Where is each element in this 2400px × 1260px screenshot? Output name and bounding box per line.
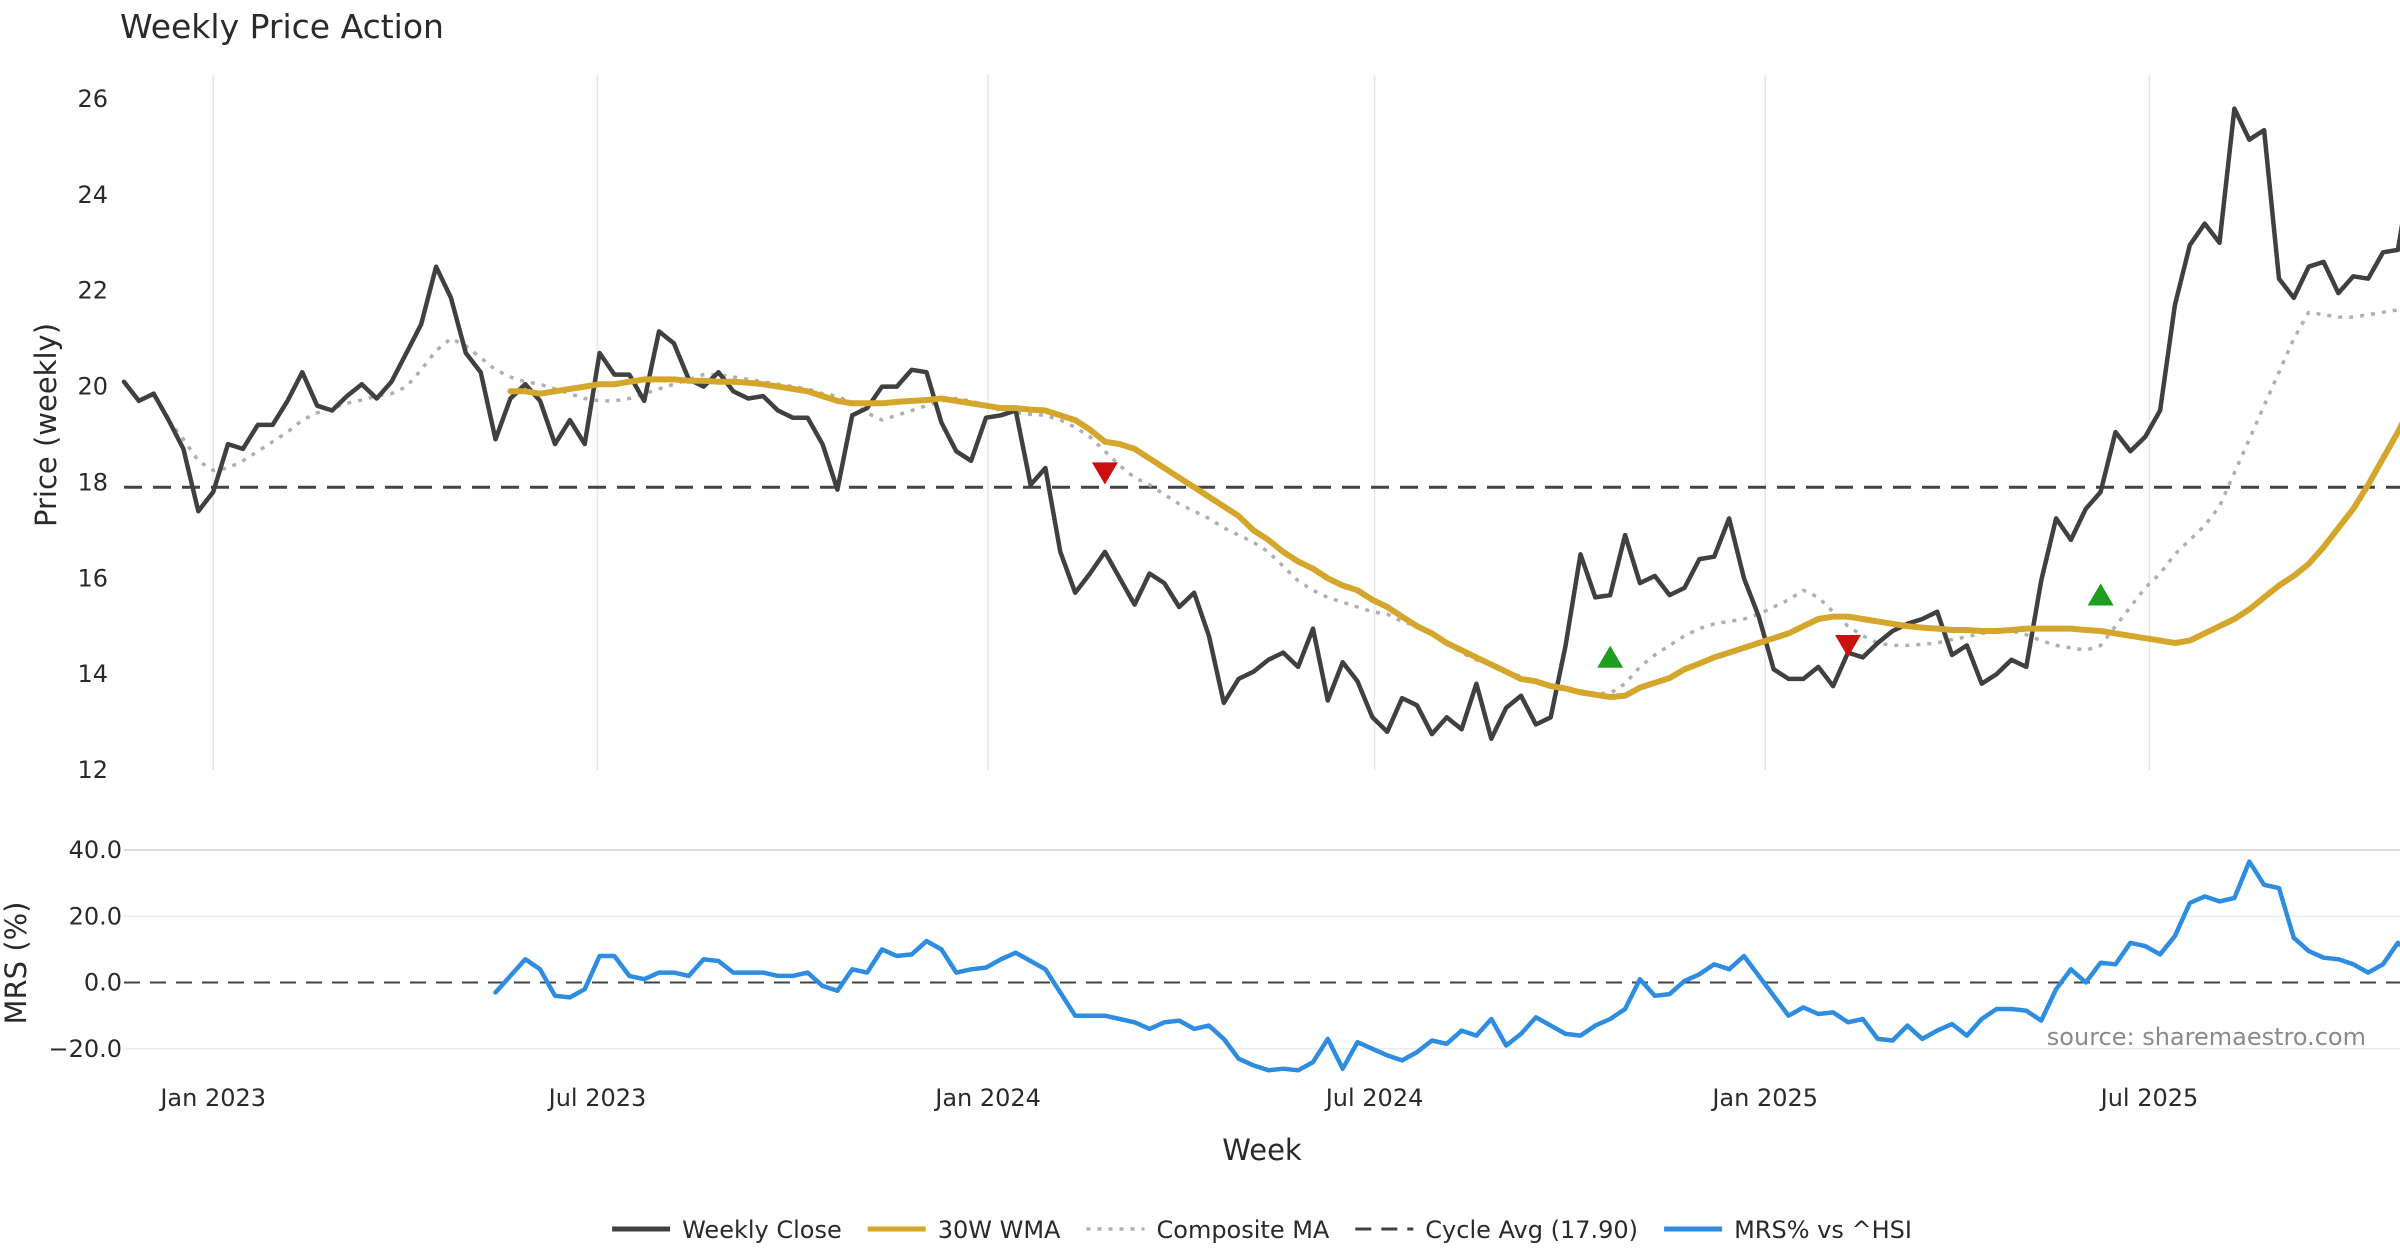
- x-axis-label: Week: [1222, 1133, 1302, 1167]
- buy-signal-marker: [2087, 583, 2114, 606]
- x-tick-label: Jan 2023: [158, 1084, 266, 1112]
- mrs-line: [493, 859, 2400, 1073]
- price-y-axis: 12 14 16 18 20 22 24 26: [77, 85, 108, 784]
- signal-markers: [1091, 462, 2114, 668]
- sell-signal-marker: [1091, 462, 1118, 485]
- price-y-tick-label: 18: [77, 468, 108, 496]
- price-y-tick-label: 14: [77, 660, 108, 688]
- x-tick-label: Jul 2023: [547, 1084, 647, 1112]
- legend-item-mrs-vs-hsi: MRS% vs ^HSI: [1664, 1216, 1912, 1244]
- buy-signal-marker: [1597, 645, 1624, 668]
- legend-label: Composite MA: [1157, 1216, 1330, 1244]
- mrs-y-tick-label: 40.0: [69, 836, 122, 864]
- price-y-axis-label: Price (weekly): [29, 323, 63, 527]
- price-y-tick-label: 26: [77, 85, 108, 113]
- legend-item-cycle-avg-17-90: Cycle Avg (17.90): [1355, 1216, 1638, 1244]
- price-y-tick-label: 22: [77, 277, 108, 305]
- mrs-y-axis: 40.0 20.0 0.0 −20.0: [48, 836, 122, 1063]
- mrs-y-tick-label: 20.0: [69, 902, 122, 930]
- mrs-grid: [124, 849, 2400, 1050]
- mrs-series-layer: [493, 859, 2400, 1073]
- x-axis: Jan 2023 Jul 2023 Jan 2024 Jul 2024 Jan 2025…: [158, 1084, 2198, 1112]
- x-tick-label: Jan 2024: [933, 1084, 1041, 1112]
- x-tick-label: Jul 2024: [1324, 1084, 1424, 1112]
- mrs-y-tick-label: 0.0: [84, 969, 122, 997]
- legend-label: Weekly Close: [682, 1216, 842, 1244]
- price-y-tick-label: 24: [77, 181, 108, 209]
- chart-title: Weekly Price Action: [120, 7, 444, 46]
- legend-label: MRS% vs ^HSI: [1734, 1216, 1912, 1244]
- legend-item-weekly-close: Weekly Close: [612, 1216, 842, 1244]
- legend-label: Cycle Avg (17.90): [1425, 1216, 1638, 1244]
- 30w-wma-line: [507, 376, 2400, 701]
- legend: Weekly Close 30W WMA Composite MA Cycle Avg…: [612, 1216, 1912, 1244]
- legend-label: 30W WMA: [938, 1216, 1061, 1244]
- price-y-tick-label: 20: [77, 373, 108, 401]
- sell-signal-marker: [1834, 634, 1861, 658]
- x-tick-label: Jan 2025: [1710, 1084, 1818, 1112]
- legend-item-composite-ma: Composite MA: [1086, 1216, 1330, 1244]
- price-y-tick-label: 12: [77, 756, 108, 784]
- mrs-y-axis-label: MRS (%): [0, 902, 33, 1025]
- source-note: source: sharemaestro.com: [2047, 1023, 2366, 1051]
- price-grid: [212, 75, 2151, 770]
- mrs-y-tick-label: −20.0: [48, 1035, 122, 1063]
- price-series-layer: [121, 106, 2400, 742]
- weekly-close-line: [121, 106, 2400, 742]
- x-tick-label: Jul 2025: [2099, 1084, 2199, 1112]
- legend-item-30w-wma: 30W WMA: [867, 1216, 1061, 1244]
- price-y-tick-label: 16: [77, 564, 108, 592]
